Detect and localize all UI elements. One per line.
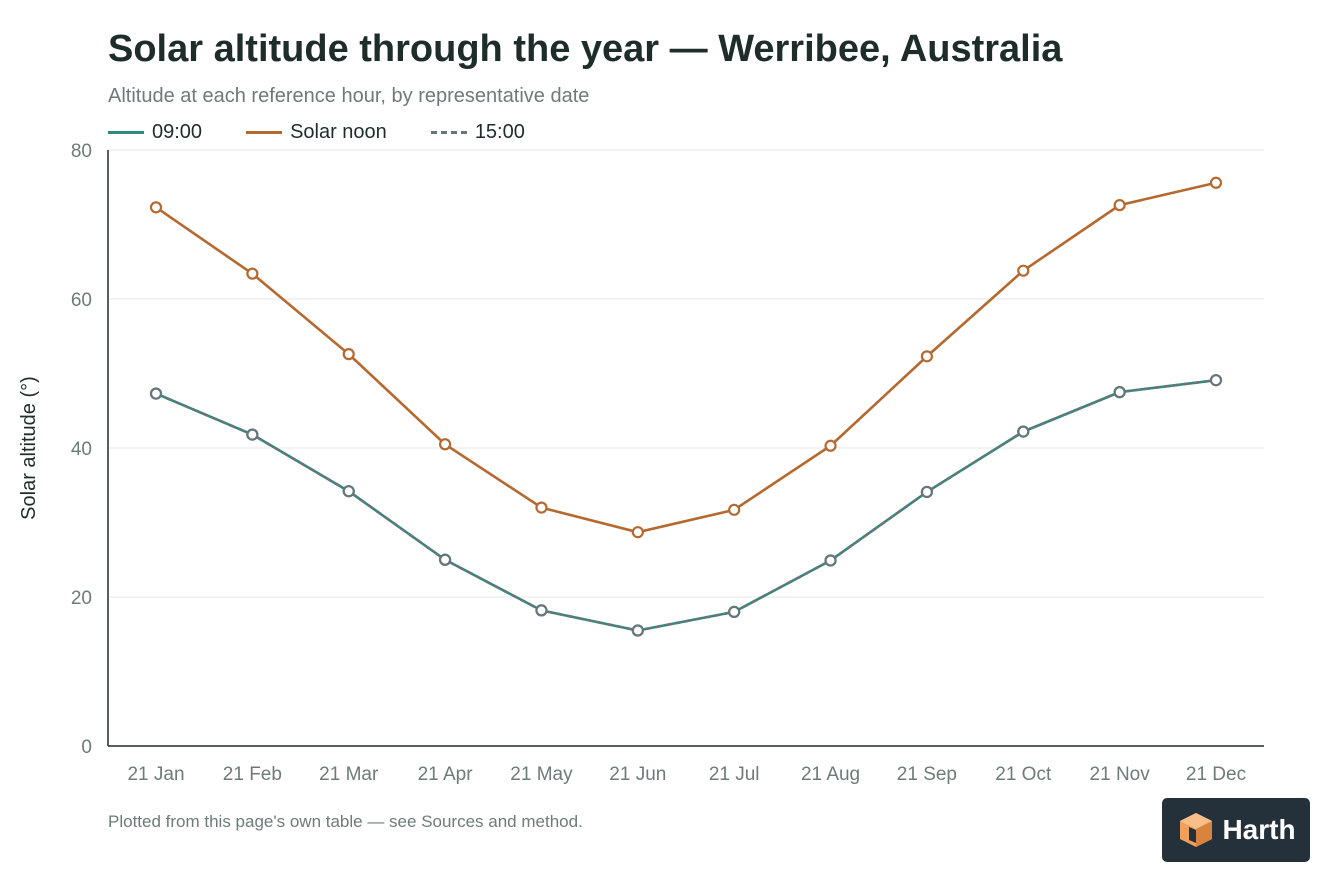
data-point-15-00 (438, 553, 452, 566)
x-tick-label: 21 Jan (127, 764, 184, 785)
data-point-15-00 (535, 604, 548, 617)
data-point-solar-noon (920, 350, 934, 363)
legend-label-0900: 09:00 (152, 120, 203, 143)
y-tick-label: 0 (81, 737, 92, 758)
data-point-solar-noon (1209, 176, 1223, 189)
cube-logo-icon (1180, 813, 1213, 847)
legend-swatch-solar-noon (246, 130, 283, 134)
y-tick-label: 40 (71, 439, 92, 460)
data-point-15-00 (1017, 425, 1030, 438)
brand-name: Harth (1222, 814, 1296, 845)
data-point-solar-noon (824, 439, 837, 452)
x-tick-label: 21 Jul (709, 764, 760, 785)
series-line-15-00 (155, 378, 1217, 632)
data-point-solar-noon (1017, 264, 1030, 277)
data-point-15-00 (920, 485, 934, 499)
data-point-solar-noon (535, 501, 548, 514)
series-line-09-00 (155, 378, 1217, 632)
legend: 09:00 Solar noon 15:00 (108, 120, 569, 144)
y-tick-label: 20 (71, 588, 92, 609)
data-point-15-00 (342, 485, 355, 498)
data-point-15-00 (824, 554, 837, 567)
x-tick-label: 21 Sep (897, 764, 957, 785)
legend-swatch-0900 (108, 130, 144, 134)
x-tick-label: 21 Oct (995, 764, 1052, 785)
legend-label-solar-noon: Solar noon (290, 120, 387, 143)
data-point-solar-noon (149, 201, 163, 214)
x-tick-label: 21 Dec (1186, 764, 1246, 785)
data-point-solar-noon (728, 503, 741, 516)
data-point-solar-noon (631, 526, 644, 539)
x-tick-label: 21 Jun (609, 764, 666, 785)
data-point-15-00 (246, 428, 259, 441)
data-point-15-00 (1209, 374, 1223, 387)
brand-logo: Harth (1162, 798, 1310, 862)
x-tick-label: 21 Aug (801, 764, 860, 785)
legend-swatch-1500 (430, 130, 467, 134)
y-tick-label: 80 (71, 141, 92, 162)
x-tick-label: 21 May (510, 764, 573, 785)
legend-label-1500: 15:00 (474, 120, 525, 143)
legend-item-0900: 09:00 (108, 121, 202, 144)
data-point-15-00 (149, 387, 163, 400)
y-axis-label: Solar altitude (°) (18, 376, 40, 520)
chart-title: Solar altitude through the year — Werrib… (108, 28, 1063, 70)
legend-item-solar-noon: Solar noon (246, 121, 387, 144)
x-tick-label: 21 Nov (1090, 764, 1151, 785)
data-point-15-00 (631, 624, 644, 637)
chart-footnote: Plotted from this page's own table — see… (108, 812, 583, 831)
data-point-15-00 (728, 605, 741, 619)
x-tick-label: 21 Mar (319, 764, 379, 785)
legend-item-1500: 15:00 (430, 120, 525, 144)
x-tick-label: 21 Apr (418, 764, 474, 785)
data-point-solar-noon (438, 438, 452, 451)
y-tick-label: 60 (71, 290, 92, 311)
data-point-solar-noon (246, 267, 259, 280)
chart-subtitle: Altitude at each reference hour, by repr… (108, 85, 590, 107)
data-point-15-00 (1113, 386, 1126, 399)
x-tick-label: 21 Feb (223, 764, 282, 785)
data-point-solar-noon (1113, 199, 1126, 212)
series-line-solar-noon (155, 181, 1217, 534)
data-point-solar-noon (342, 348, 355, 361)
